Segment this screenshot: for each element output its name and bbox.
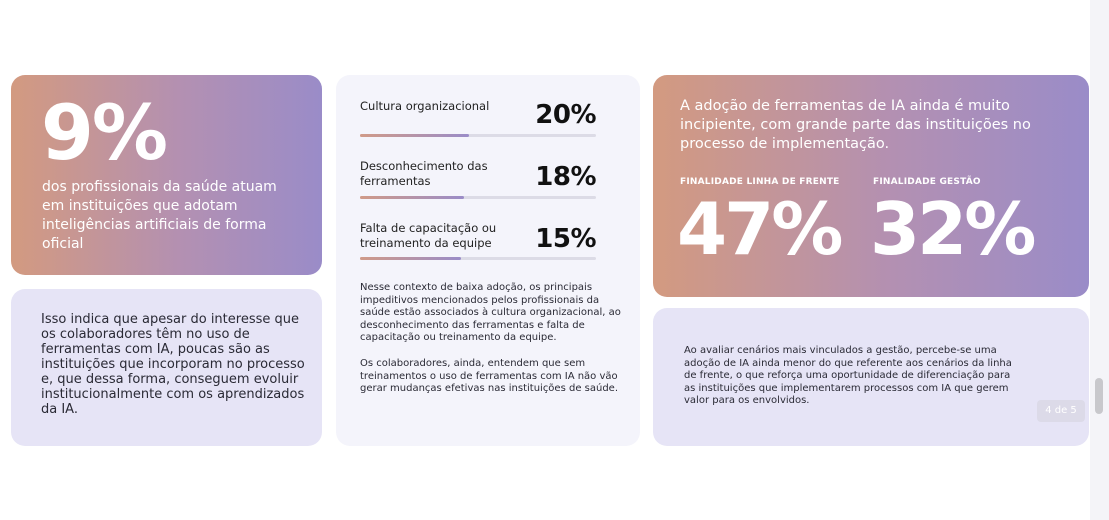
barriers-card: Cultura organizacional 20% Desconhecimen… <box>336 75 640 446</box>
barrier-progress-fill <box>360 257 462 260</box>
barrier-label: Desconhecimento das ferramentas <box>360 159 488 188</box>
barriers-paragraph: Nesse contexto de baixa adoção, os princ… <box>360 282 621 343</box>
management-value: 32% <box>870 187 1036 271</box>
adoption-headline: A adoção de ferramentas de IA ainda é mu… <box>680 98 1031 152</box>
frontline-label: FINALIDADE LINHA DE FRENTE <box>680 177 840 187</box>
scrollbar-thumb[interactable] <box>1095 378 1103 414</box>
barrier-value: 18% <box>535 162 596 192</box>
vertical-scrollbar[interactable] <box>1090 0 1109 520</box>
barrier-progress-fill <box>360 134 469 137</box>
barrier-label: Cultura organizacional <box>360 99 490 113</box>
barrier-value: 15% <box>535 224 596 254</box>
barrier-progress-track <box>360 134 596 137</box>
barrier-value: 20% <box>535 100 596 130</box>
management-label: FINALIDADE GESTÃO <box>873 177 981 187</box>
barrier-progress-fill <box>360 196 464 199</box>
management-insight-text: Ao avaliar cenários mais vinculados a ge… <box>684 345 1012 406</box>
barrier-label: Falta de capacitação ou treinamento da e… <box>360 221 497 250</box>
adoption-card: A adoção de ferramentas de IA ainda é mu… <box>653 75 1089 297</box>
insight-text: Isso indica que apesar do interesse que … <box>41 312 305 417</box>
management-insight-card: Ao avaliar cenários mais vinculados a ge… <box>653 308 1089 446</box>
page-indicator[interactable]: 4 de 5 <box>1037 400 1085 422</box>
frontline-value: 47% <box>677 187 843 271</box>
stat-description: dos profissionais da saúde atuam em inst… <box>42 179 277 252</box>
barrier-progress-track <box>360 257 596 260</box>
barrier-progress-track <box>360 196 596 199</box>
big-stat-value: 9% <box>41 88 168 177</box>
barriers-paragraph: Os colaboradores, ainda, entendem que se… <box>360 358 619 394</box>
stat-card-9-percent: 9% dos profissionais da saúde atuam em i… <box>11 75 322 275</box>
insight-card: Isso indica que apesar do interesse que … <box>11 289 322 446</box>
